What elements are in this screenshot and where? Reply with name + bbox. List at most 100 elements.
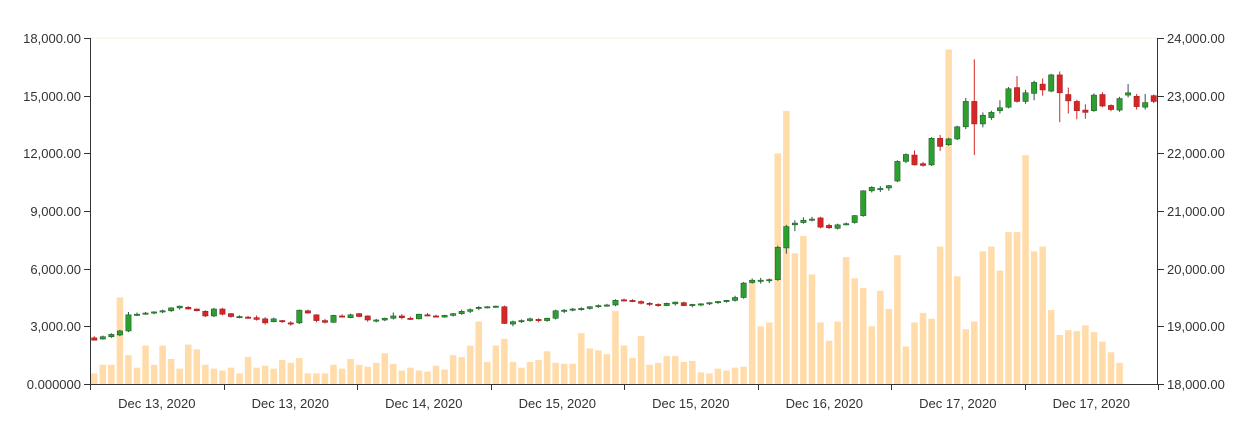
candle-body <box>1133 95 1140 107</box>
candle-body <box>877 188 884 191</box>
candle-up <box>142 311 149 315</box>
volume-bar <box>919 312 927 384</box>
volume-bar <box>1082 325 1089 384</box>
volume-bar <box>261 365 269 384</box>
candle-up <box>390 312 397 320</box>
volume-bar <box>372 362 380 384</box>
candle-up <box>296 309 303 325</box>
candle-body <box>245 316 252 319</box>
volume-bar <box>1005 232 1012 384</box>
volume-bar <box>1107 352 1115 384</box>
candle-body <box>663 302 670 306</box>
candle-up <box>723 299 730 303</box>
volume-bar <box>253 367 260 384</box>
candle-body <box>142 312 149 315</box>
volume-bar <box>723 370 730 384</box>
volume-bar <box>244 357 252 384</box>
volume-bar <box>509 361 517 384</box>
candle-up <box>1005 87 1012 109</box>
volume-bar <box>586 348 594 384</box>
volume-bar <box>800 235 807 384</box>
candle-up <box>168 307 175 312</box>
candle-body <box>415 313 422 320</box>
candle-body <box>1108 105 1114 110</box>
volume-bar <box>321 373 329 384</box>
candle-body <box>945 138 952 145</box>
candle-up <box>415 313 422 320</box>
candle-up <box>561 309 568 314</box>
volume-bar <box>535 359 542 384</box>
volume-bar <box>304 373 312 384</box>
candle-body <box>774 247 781 280</box>
candle-body <box>450 313 457 316</box>
volume-bar <box>791 253 799 384</box>
right-tick-label: 19,000.00 <box>1167 319 1225 334</box>
candle-body <box>467 309 474 312</box>
candle-body <box>492 305 499 308</box>
volume-bar <box>398 370 406 384</box>
volume-bar <box>697 372 705 384</box>
volume-bar <box>603 354 611 384</box>
volume-bar <box>740 366 747 384</box>
candle-down <box>287 321 294 326</box>
volume-bar <box>1090 332 1098 384</box>
volume-bar <box>629 358 636 384</box>
candle-body <box>697 303 704 306</box>
candle-body <box>322 320 328 323</box>
candle-down <box>398 314 405 320</box>
right-tick-label: 23,000.00 <box>1167 89 1225 104</box>
candle-body <box>800 219 807 223</box>
volume-bar <box>125 355 132 384</box>
candle-up <box>612 299 619 307</box>
volume-bar <box>227 367 235 384</box>
volume-bar <box>1022 155 1029 384</box>
candle-down <box>313 314 320 323</box>
candle-up <box>672 301 679 306</box>
candle-body <box>569 308 576 311</box>
volume-bar <box>885 309 893 384</box>
price-candles <box>91 59 1157 341</box>
candle-up <box>603 303 610 307</box>
volume-bar <box>381 353 389 384</box>
volume-bar <box>663 356 670 384</box>
volume-bar <box>441 369 448 384</box>
volume-bar <box>620 345 628 384</box>
candle-body <box>1073 101 1080 111</box>
candle-body <box>834 224 841 229</box>
volume-bar <box>928 318 935 384</box>
candle-up <box>441 314 448 318</box>
candle-up <box>578 307 585 311</box>
candle-up <box>1022 89 1029 104</box>
x-axis: Dec 13, 2020 Dec 13, 2020 Dec 14, 2020 Dec … <box>90 384 1159 411</box>
candle-body <box>91 337 98 341</box>
volume-bar <box>347 359 354 384</box>
volume-bar <box>731 367 739 384</box>
volume-bar <box>569 363 576 384</box>
candle-body <box>578 308 585 310</box>
x-tick-label: Dec 14, 2020 <box>385 396 462 411</box>
candle-body <box>433 315 439 318</box>
candle-up <box>851 215 858 224</box>
volume-bar <box>501 338 508 384</box>
candle-body <box>193 308 200 312</box>
candle-body <box>151 311 158 314</box>
right-tick-label: 22,000.00 <box>1167 146 1225 161</box>
volume-bar <box>364 366 371 384</box>
candle-down <box>920 161 926 167</box>
volume-bar <box>817 322 824 384</box>
candle-body <box>612 300 619 306</box>
candle-body <box>920 163 926 166</box>
candle-body <box>168 307 175 312</box>
candle-body <box>202 311 209 317</box>
candle-up <box>108 333 115 338</box>
volume-bar <box>595 350 602 384</box>
left-tick-label: 6,000.00 <box>30 262 81 277</box>
x-tick-label: Dec 15, 2020 <box>519 396 596 411</box>
candle-body <box>441 315 448 318</box>
candle-up <box>151 311 158 315</box>
candle-down <box>1133 93 1140 110</box>
candle-body <box>228 313 234 317</box>
candle-down <box>262 317 269 325</box>
volume-bar <box>1047 309 1055 384</box>
